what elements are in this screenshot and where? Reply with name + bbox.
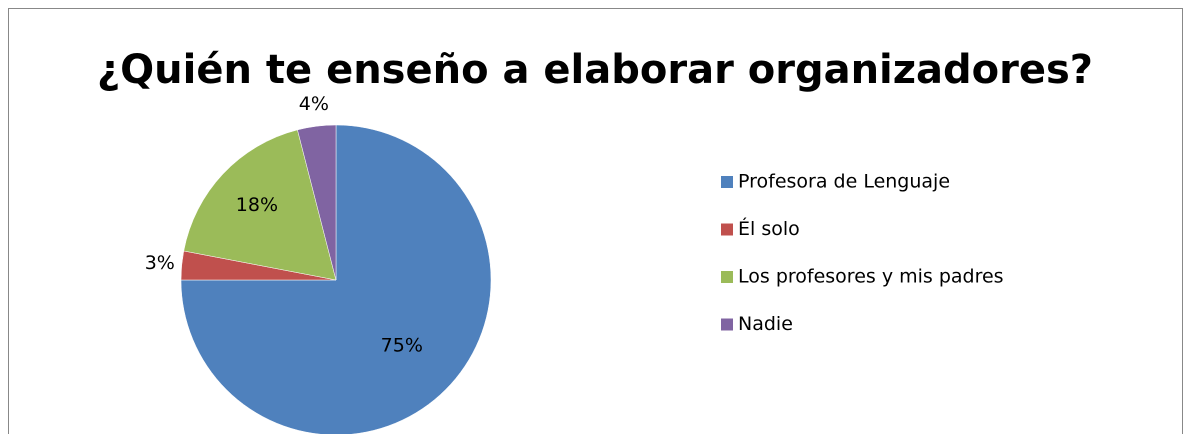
data-label: 4% <box>299 93 329 115</box>
pie-slice <box>297 124 337 281</box>
legend-swatch <box>721 271 733 283</box>
legend-label: Él solo <box>738 217 800 240</box>
legend-label: Nadie <box>738 313 793 335</box>
legend-swatch <box>721 176 733 188</box>
legend-swatch <box>721 318 733 331</box>
data-label: 3% <box>145 252 175 274</box>
pie-slice <box>183 129 337 281</box>
legend-label: Profesora de Lenguaje <box>738 171 950 193</box>
data-label: 75% <box>381 334 423 356</box>
legend-label: Los profesores y mis padres <box>738 266 1004 288</box>
pie-slice <box>180 124 492 436</box>
data-label: 18% <box>236 194 278 216</box>
chart-title: ¿Quién te enseño a elaborar organizadore… <box>97 47 1093 93</box>
legend-swatch <box>721 223 733 236</box>
